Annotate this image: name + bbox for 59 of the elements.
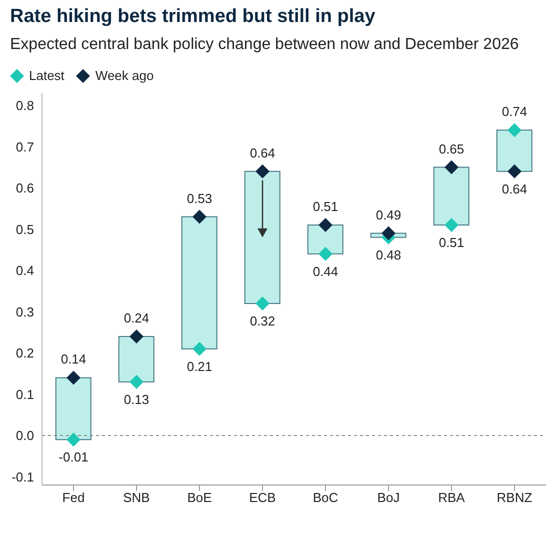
x-tick-label: BoJ xyxy=(377,490,400,506)
x-tick-label: BoC xyxy=(312,490,338,506)
bar xyxy=(244,170,280,304)
chart-title: Rate hiking bets trimmed but still in play xyxy=(10,6,376,28)
point xyxy=(508,164,522,178)
data-label: 0.51 xyxy=(312,199,338,214)
y-tick-label: 0.4 xyxy=(16,263,34,278)
point xyxy=(192,210,206,224)
y-tick-label: 0.7 xyxy=(16,139,34,154)
data-label: 0.53 xyxy=(186,190,212,206)
point xyxy=(318,246,332,261)
point xyxy=(130,374,144,389)
x-tick-label: BoE xyxy=(187,490,212,506)
legend-label: Week ago xyxy=(95,68,154,83)
data-label: 0.24 xyxy=(124,310,150,326)
data-label: 0.48 xyxy=(376,247,402,262)
point xyxy=(318,218,332,232)
point xyxy=(130,329,144,344)
data-label: 0.64 xyxy=(502,181,528,196)
legend-label: Latest xyxy=(29,68,64,83)
point xyxy=(192,342,206,356)
data-label: 0.74 xyxy=(502,104,528,120)
chart-subtitle: Expected central bank policy change between now and December 2026 xyxy=(10,36,519,54)
bar xyxy=(496,130,532,172)
data-label: 0.64 xyxy=(250,145,276,160)
bar xyxy=(118,336,154,382)
point xyxy=(256,164,270,178)
data-label: 0.14 xyxy=(60,352,86,367)
x-tick-label: SNB xyxy=(123,490,150,506)
data-label: 0.65 xyxy=(438,141,464,156)
x-tick-label: ECB xyxy=(249,490,276,506)
data-label: 0.21 xyxy=(186,358,212,374)
bar xyxy=(55,377,92,440)
data-label: 0.51 xyxy=(438,235,464,250)
y-tick-label: 0.1 xyxy=(16,386,34,402)
data-label: 0.13 xyxy=(124,392,150,407)
bar xyxy=(433,166,470,226)
y-tick-label: -0.1 xyxy=(12,469,34,484)
x-tick-label: Fed xyxy=(62,490,85,506)
bar xyxy=(181,216,218,350)
point xyxy=(508,123,522,138)
y-tick-label: 0.8 xyxy=(16,98,34,113)
data-label: 0.32 xyxy=(250,313,276,328)
y-tick-label: 0.2 xyxy=(16,346,34,361)
point xyxy=(382,226,396,240)
x-tick-label: RBA xyxy=(438,490,466,506)
y-tick-label: 0.3 xyxy=(16,304,34,320)
point xyxy=(444,218,458,232)
y-tick-label: 0.6 xyxy=(16,180,34,196)
data-label: 0.44 xyxy=(312,264,338,279)
y-tick-label: 0.5 xyxy=(16,222,34,237)
point xyxy=(66,370,80,385)
point xyxy=(256,296,270,310)
point xyxy=(66,432,80,447)
y-tick-label: 0.0 xyxy=(16,428,34,444)
point xyxy=(444,160,458,174)
x-tick-label: RBNZ xyxy=(496,490,532,506)
data-label: -0.01 xyxy=(58,450,88,465)
data-label: 0.49 xyxy=(376,207,402,222)
